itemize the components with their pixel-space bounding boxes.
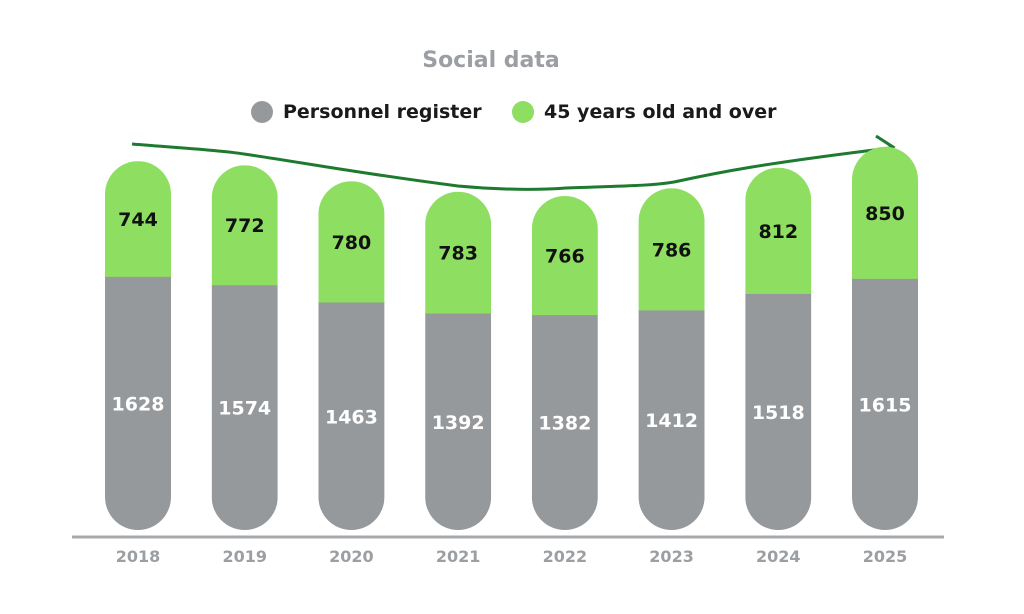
data-label-45-years-old-and-over-2023: 786 bbox=[652, 239, 692, 261]
legend-marker-45-years-and-over bbox=[512, 101, 534, 123]
legend-label-personnel-register: Personnel register bbox=[283, 101, 482, 123]
x-tick-label-2022: 2022 bbox=[543, 547, 588, 566]
bar-group-2021 bbox=[425, 191, 492, 530]
legend-label-45-years-and-over: 45 years old and over bbox=[544, 101, 777, 123]
bar-personnel-register-2025 bbox=[852, 278, 918, 530]
data-label-personnel-register-2020: 1463 bbox=[325, 406, 378, 428]
data-label-personnel-register-2022: 1382 bbox=[538, 413, 591, 435]
bar-personnel-register-2023 bbox=[638, 310, 705, 530]
bar-group-2020 bbox=[318, 181, 385, 530]
data-label-personnel-register-2024: 1518 bbox=[752, 402, 805, 424]
bar-group-2023 bbox=[638, 188, 705, 530]
x-axis-ticks: 2018 2019 2020 2021 2022 2023 2024 2025 bbox=[116, 547, 908, 566]
bar-personnel-register-2018 bbox=[105, 276, 171, 530]
bar-45-years-old-and-over-2020 bbox=[318, 181, 385, 304]
bar-personnel-register-2020 bbox=[318, 302, 385, 530]
bar-45-years-old-and-over-2019 bbox=[211, 165, 278, 287]
trend-arrow-line bbox=[131, 142, 891, 191]
data-label-personnel-register-2023: 1412 bbox=[645, 410, 698, 432]
bar-group-2022 bbox=[531, 195, 598, 530]
bar-personnel-register-2022 bbox=[531, 315, 598, 530]
data-label-personnel-register-2018: 1628 bbox=[112, 393, 165, 415]
bar-personnel-register-2024 bbox=[745, 293, 812, 530]
bar-45-years-old-and-over-2025 bbox=[852, 146, 918, 280]
bar-group-2019 bbox=[211, 165, 278, 530]
bar-45-years-old-and-over-2021 bbox=[425, 191, 492, 315]
bar-45-years-old-and-over-2024 bbox=[745, 167, 812, 295]
data-label-45-years-old-and-over-2018: 744 bbox=[118, 209, 158, 231]
data-label-personnel-register-2021: 1392 bbox=[432, 412, 485, 434]
bar-group-2018 bbox=[105, 161, 171, 530]
x-tick-label-2024: 2024 bbox=[756, 547, 801, 566]
data-label-personnel-register-2019: 1574 bbox=[218, 398, 271, 420]
data-label-45-years-old-and-over-2022: 766 bbox=[545, 246, 585, 268]
data-label-45-years-old-and-over-2021: 783 bbox=[438, 243, 478, 265]
data-label-45-years-old-and-over-2020: 780 bbox=[332, 232, 372, 254]
bar-45-years-old-and-over-2018 bbox=[105, 161, 171, 278]
data-label-personnel-register-2025: 1615 bbox=[859, 394, 912, 416]
x-tick-label-2021: 2021 bbox=[436, 547, 481, 566]
legend-marker-personnel-register bbox=[251, 101, 273, 123]
chart-title: Social data bbox=[422, 48, 560, 73]
bar-group-2024 bbox=[745, 167, 812, 530]
bar-personnel-register-2019 bbox=[211, 285, 278, 530]
bar-45-years-old-and-over-2023 bbox=[638, 188, 705, 312]
data-label-45-years-old-and-over-2025: 850 bbox=[865, 203, 905, 225]
x-tick-label-2018: 2018 bbox=[116, 547, 161, 566]
bar-45-years-old-and-over-2022 bbox=[531, 195, 598, 317]
bar-personnel-register-2021 bbox=[425, 313, 492, 530]
legend: Personnel register 45 years old and over bbox=[251, 101, 777, 123]
data-label-45-years-old-and-over-2024: 812 bbox=[758, 221, 798, 243]
x-tick-label-2020: 2020 bbox=[329, 547, 374, 566]
data-label-45-years-old-and-over-2019: 772 bbox=[225, 215, 265, 237]
x-tick-label-2023: 2023 bbox=[649, 547, 694, 566]
bar-group-2025 bbox=[852, 146, 918, 530]
x-tick-label-2025: 2025 bbox=[863, 547, 908, 566]
x-tick-label-2019: 2019 bbox=[222, 547, 267, 566]
bars: 744 1628 772 1574 780 1463 783 1392 766 1382 786 14… bbox=[105, 146, 918, 530]
